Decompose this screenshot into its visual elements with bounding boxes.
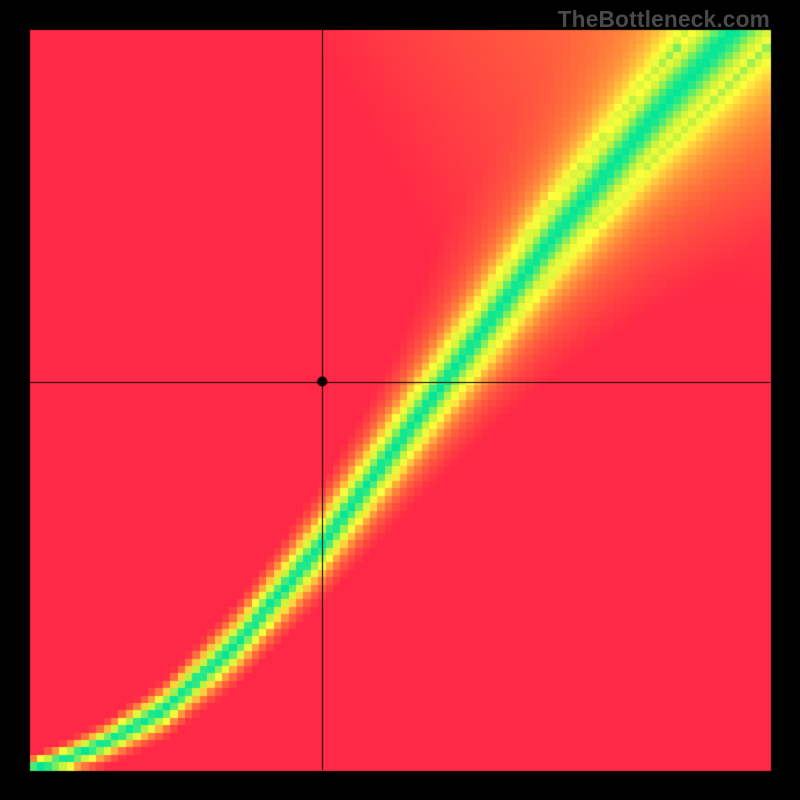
watermark-text: TheBottleneck.com: [558, 6, 770, 33]
bottleneck-heatmap: [0, 0, 800, 800]
chart-frame: TheBottleneck.com: [0, 0, 800, 800]
